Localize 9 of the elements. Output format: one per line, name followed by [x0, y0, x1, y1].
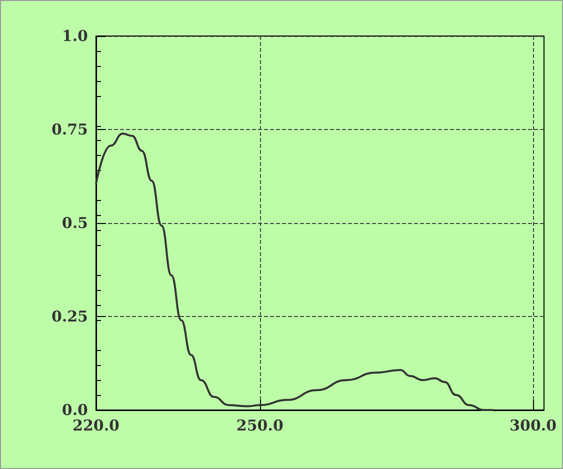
x-tick-label: 220.0: [72, 416, 120, 434]
y-tick-label: 0.75: [51, 120, 88, 138]
y-tick-label: 0.0: [62, 401, 88, 419]
line-series: [95, 132, 494, 411]
x-tick-label: 300.0: [510, 416, 557, 434]
y-tick-label: 1.0: [62, 27, 88, 45]
x-tick-label: 250.0: [236, 416, 284, 434]
y-tick-label: 0.5: [62, 214, 88, 232]
y-tick-label: 0.25: [51, 308, 88, 326]
